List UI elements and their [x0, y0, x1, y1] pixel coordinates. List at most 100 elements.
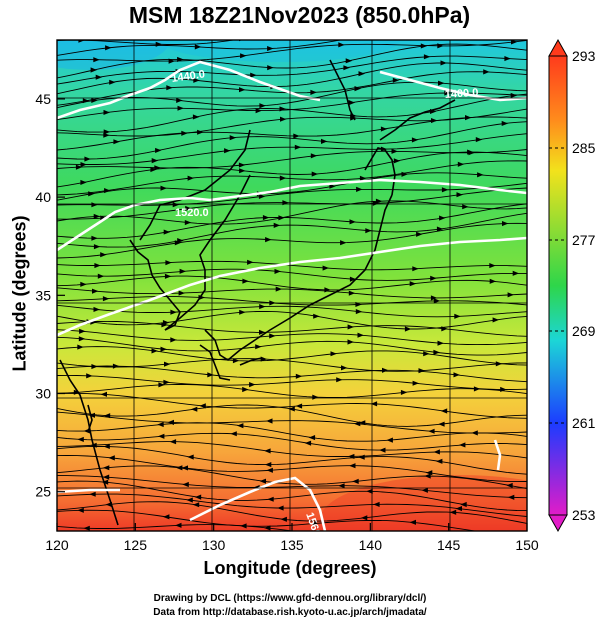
stream-arrow [365, 228, 372, 234]
stream-arrow [102, 465, 110, 471]
stream-arrow [92, 288, 99, 294]
stream-arrow [93, 244, 101, 250]
stream-arrow [459, 442, 466, 448]
stream-arrow [349, 463, 356, 469]
stream-arrow [386, 437, 393, 443]
stream-arrow [192, 114, 200, 120]
stream-arrow [471, 430, 478, 436]
stream-arrow [160, 185, 167, 191]
streamline [57, 212, 527, 248]
stream-arrow [421, 487, 428, 493]
stream-arrow [295, 373, 303, 379]
streamline [57, 411, 527, 434]
stream-arrow [187, 454, 194, 460]
stream-arrow [423, 351, 430, 357]
stream-arrow [504, 56, 511, 62]
stream-arrow [169, 439, 177, 445]
streamline [57, 260, 527, 271]
stream-arrow [354, 86, 361, 92]
streamline [57, 475, 527, 499]
stream-arrow [277, 505, 284, 511]
stream-arrow [77, 436, 84, 442]
stream-arrow [163, 514, 170, 520]
stream-arrow [197, 129, 204, 135]
stream-arrow [207, 372, 214, 378]
stream-arrow [355, 309, 363, 315]
streamline [57, 422, 527, 442]
stream-arrow [379, 447, 386, 453]
stream-arrow [347, 339, 354, 345]
stream-arrow [80, 281, 87, 287]
stream-arrow [239, 168, 246, 174]
stream-arrow [259, 478, 266, 484]
colorbar: 293 285 277 269 261 253 [548, 38, 596, 533]
stream-arrow [175, 522, 182, 528]
stream-arrow [473, 386, 481, 392]
stream-arrow [240, 523, 247, 529]
stream-arrow [80, 179, 87, 185]
streamline [57, 336, 527, 356]
stream-arrow [400, 389, 408, 395]
stream-arrow [343, 65, 350, 71]
stream-arrow [266, 418, 273, 424]
streamline [57, 268, 527, 281]
stream-arrow [489, 278, 497, 284]
x-tick-label: 125 [124, 537, 148, 553]
stream-arrow [82, 98, 90, 104]
streamline [57, 108, 527, 137]
stream-arrow [358, 454, 365, 460]
stream-arrow [375, 198, 383, 204]
stream-arrow [178, 290, 185, 296]
streamline [57, 93, 527, 133]
stream-arrow [430, 295, 438, 301]
stream-arrow [358, 71, 365, 77]
stream-arrow [259, 329, 266, 335]
stream-arrow [502, 221, 509, 227]
stream-arrow [238, 162, 246, 168]
stream-arrow [393, 158, 401, 164]
stream-arrow [357, 332, 364, 338]
stream-arrow [264, 462, 272, 468]
stream-arrow [103, 109, 110, 115]
stream-arrow [358, 420, 366, 426]
stream-arrow [103, 413, 111, 419]
stream-arrow [97, 273, 105, 279]
stream-arrow [267, 46, 274, 52]
stream-arrow [108, 455, 115, 461]
stream-arrow [498, 532, 504, 537]
stream-arrow [312, 394, 319, 400]
stream-arrow [102, 474, 110, 480]
colorbar-label: 293 [572, 48, 596, 64]
stream-arrow [240, 53, 247, 59]
streamline [57, 203, 527, 239]
stream-arrow [93, 213, 101, 219]
streamline [57, 133, 527, 165]
streamline [57, 296, 527, 306]
stream-arrow [113, 139, 120, 145]
stream-arrow [258, 193, 266, 199]
streamline [57, 40, 344, 56]
stream-arrow [255, 344, 262, 350]
streamline [57, 160, 527, 196]
stream-arrow [103, 129, 111, 135]
temperature-field [57, 40, 527, 531]
stream-arrow [423, 54, 431, 60]
stream-arrow [510, 92, 518, 98]
stream-arrow [91, 364, 98, 370]
stream-arrow [73, 389, 81, 395]
stream-arrow [416, 231, 423, 237]
stream-arrow [412, 266, 419, 272]
streamline [57, 365, 527, 383]
stream-arrow [255, 108, 262, 114]
stream-arrow [349, 276, 357, 282]
stream-arrow [310, 153, 318, 159]
stream-arrow [411, 137, 419, 143]
stream-arrow [185, 205, 192, 211]
stream-arrow [93, 306, 100, 312]
stream-arrow [158, 433, 165, 439]
stream-arrow [155, 41, 163, 47]
stream-arrow [438, 80, 445, 86]
stream-arrow [359, 175, 367, 181]
stream-arrow [380, 126, 388, 132]
colorbar-label: 253 [572, 507, 596, 523]
